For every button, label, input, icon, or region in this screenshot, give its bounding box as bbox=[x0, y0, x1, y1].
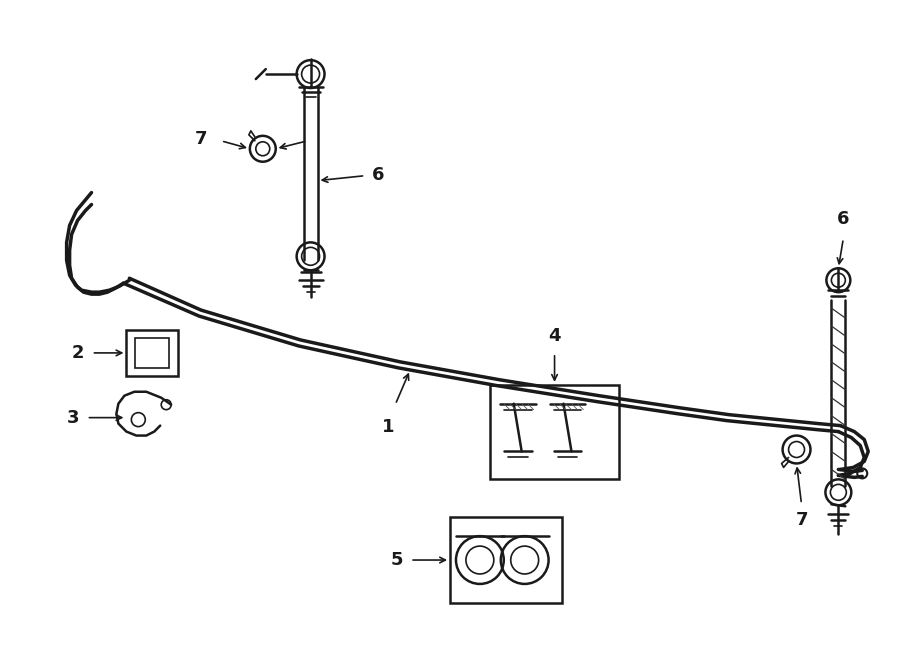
Bar bbox=[450, 517, 562, 603]
Bar bbox=[490, 385, 619, 479]
Text: 7: 7 bbox=[195, 130, 208, 148]
Text: 7: 7 bbox=[796, 511, 808, 529]
Bar bbox=[126, 330, 178, 376]
Text: 6: 6 bbox=[837, 211, 850, 228]
Text: 6: 6 bbox=[373, 166, 385, 183]
Text: 4: 4 bbox=[548, 327, 561, 345]
Bar bbox=[135, 338, 169, 368]
Text: 3: 3 bbox=[68, 408, 79, 426]
Text: 2: 2 bbox=[72, 344, 85, 362]
Text: 5: 5 bbox=[391, 551, 403, 569]
Text: 1: 1 bbox=[382, 418, 394, 436]
